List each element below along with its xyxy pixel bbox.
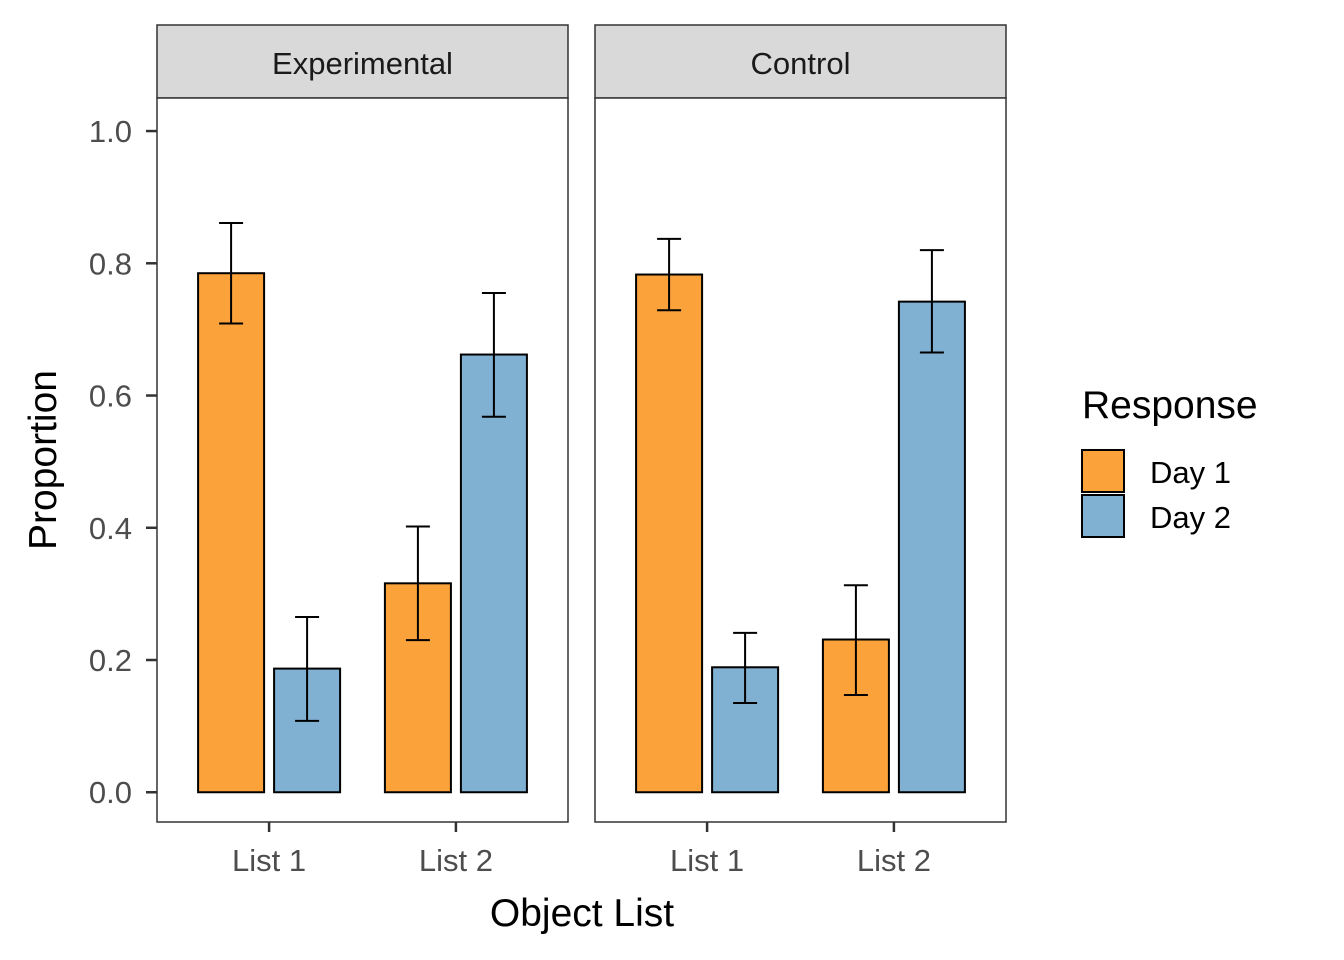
y-tick-label: 0.6 [89, 379, 132, 414]
legend: Response Day 1 Day 2 [1081, 384, 1258, 538]
y-tick-label: 0.4 [89, 511, 132, 546]
y-tick-label: 0.8 [89, 246, 132, 281]
y-axis-title: Proportion [22, 370, 65, 550]
legend-items: Day 1 Day 2 [1081, 449, 1231, 538]
facet-strip [156, 24, 569, 99]
x-tick-label: List 2 [419, 843, 493, 878]
panel-control: Control List 1 List 2 [594, 24, 1007, 878]
legend-title: Response [1082, 384, 1258, 427]
bar-day-2-list-2 [459, 353, 528, 794]
error-bar [919, 249, 944, 354]
panel-experimental: Experimental List 1 List 2 [156, 24, 569, 878]
bar-day-1-list-1 [635, 273, 704, 794]
x-tick-label: List 2 [857, 843, 931, 878]
y-tick-label: 1.0 [89, 114, 132, 149]
x-axis-title: Object List [490, 892, 674, 935]
y-tick-label: 0.2 [89, 643, 132, 678]
y-tick-label: 0.0 [89, 775, 132, 810]
legend-label: Day 1 [1150, 455, 1231, 490]
error-bar [733, 631, 758, 704]
panels-layer: Experimental List 1 List 2 Control List 1 Lis… [156, 24, 1007, 878]
bar-day-2-list-2 [897, 300, 966, 794]
error-bar [481, 292, 506, 418]
y-axis: 0.0 0.2 0.4 0.6 0.8 1.0 [89, 114, 157, 810]
error-bar [405, 525, 430, 642]
facet-strip-label: Experimental [272, 46, 453, 81]
error-bar [657, 237, 682, 312]
legend-label: Day 2 [1150, 500, 1231, 535]
facet-strip-label: Control [751, 46, 851, 81]
legend-swatch-day-1 [1081, 449, 1125, 493]
error-bar [219, 221, 244, 325]
error-bar [295, 616, 320, 722]
bar-day-1-list-1 [197, 272, 266, 794]
facet-strip [594, 24, 1007, 99]
error-bar [843, 584, 868, 697]
x-tick-label: List 1 [232, 843, 306, 878]
legend-swatch-day-2 [1081, 494, 1125, 538]
x-tick-label: List 1 [670, 843, 744, 878]
